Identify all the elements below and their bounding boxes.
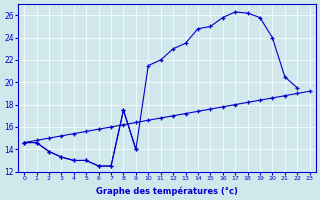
X-axis label: Graphe des températures (°c): Graphe des températures (°c) [96,186,238,196]
